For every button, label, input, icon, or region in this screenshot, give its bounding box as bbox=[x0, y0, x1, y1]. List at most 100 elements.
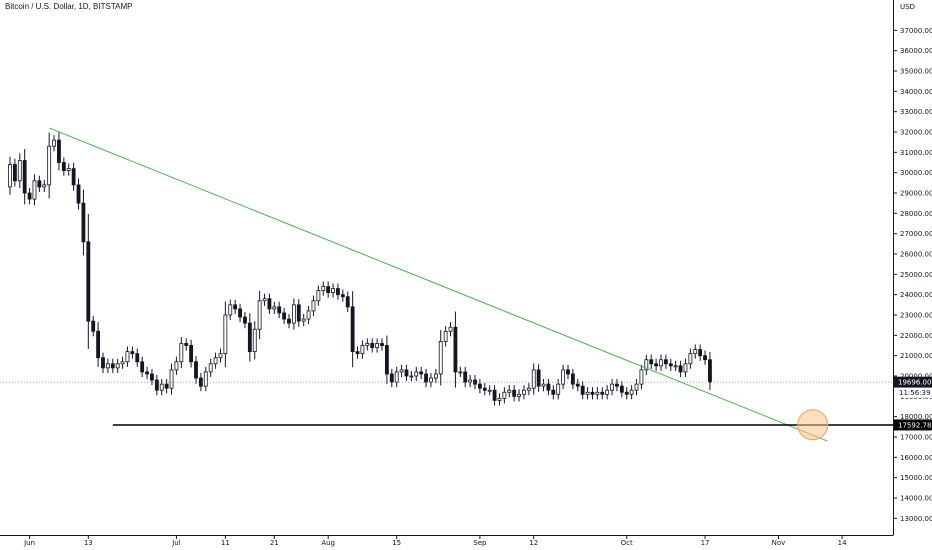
candle-body bbox=[213, 357, 218, 365]
y-tick-label: 35000.00 bbox=[900, 68, 932, 76]
candle-body bbox=[282, 312, 287, 320]
candle bbox=[678, 360, 683, 378]
candle-body bbox=[595, 391, 600, 395]
candle-body bbox=[194, 361, 198, 379]
candle bbox=[213, 352, 218, 369]
candle bbox=[311, 295, 316, 317]
candle bbox=[96, 322, 101, 367]
candle-body bbox=[345, 296, 350, 308]
candle bbox=[409, 370, 414, 382]
candle bbox=[145, 366, 149, 380]
candle bbox=[130, 346, 135, 359]
x-axis[interactable]: Jun 13 Jul 11 21 Aug 15 Sep 12 Oct 17 Nov 14 bbox=[23, 535, 847, 547]
candle bbox=[355, 346, 360, 359]
y-tick-label: 21000.00 bbox=[900, 352, 932, 360]
candle-body bbox=[551, 389, 556, 395]
candle-body bbox=[619, 385, 624, 393]
candle bbox=[600, 387, 605, 400]
candle bbox=[159, 379, 164, 396]
y-tick-label: 37000.00 bbox=[900, 27, 932, 35]
candle bbox=[644, 354, 649, 375]
y-tick-label: 34000.00 bbox=[900, 88, 932, 96]
candle bbox=[492, 385, 497, 406]
candle bbox=[350, 291, 355, 368]
candle-body bbox=[331, 288, 335, 294]
candle bbox=[301, 313, 306, 327]
candle bbox=[140, 356, 145, 378]
candle-body bbox=[375, 343, 380, 348]
candle-body bbox=[380, 343, 384, 346]
candle-body bbox=[321, 286, 326, 291]
candle-body bbox=[433, 373, 438, 379]
candle bbox=[507, 385, 512, 398]
candle-body bbox=[101, 357, 105, 369]
candle-body bbox=[453, 326, 458, 373]
candle-body bbox=[306, 310, 311, 320]
candle bbox=[12, 158, 17, 187]
candle bbox=[52, 135, 56, 152]
candle bbox=[57, 132, 61, 171]
candle bbox=[424, 368, 428, 388]
candle-body bbox=[27, 192, 32, 200]
candle bbox=[541, 379, 546, 392]
candle bbox=[389, 368, 394, 388]
candle bbox=[27, 187, 32, 205]
y-tick-label: 14000.00 bbox=[900, 495, 932, 503]
y-tick-label: 24000.00 bbox=[900, 291, 932, 299]
candle-body bbox=[365, 343, 370, 346]
candle-body bbox=[110, 363, 115, 369]
candle-body bbox=[546, 383, 551, 391]
candle bbox=[184, 338, 189, 351]
candle-body bbox=[585, 391, 590, 395]
candle bbox=[477, 379, 482, 394]
y-tick-label: 20000.00 bbox=[900, 373, 932, 381]
candle bbox=[115, 358, 120, 373]
candle bbox=[252, 321, 257, 360]
candle-body bbox=[159, 383, 164, 391]
candle-body bbox=[517, 393, 521, 397]
candle-body bbox=[615, 383, 619, 387]
candle-body bbox=[32, 180, 37, 200]
trendline[interactable] bbox=[48, 127, 828, 442]
candle bbox=[438, 330, 443, 386]
candle bbox=[443, 326, 448, 347]
candle-body bbox=[663, 359, 668, 365]
candle bbox=[610, 379, 614, 396]
candle bbox=[517, 389, 521, 402]
candle bbox=[306, 305, 311, 325]
candle bbox=[365, 338, 370, 351]
candle bbox=[91, 316, 96, 337]
candle-body bbox=[233, 304, 238, 310]
candle-body bbox=[179, 343, 184, 363]
candle-body bbox=[443, 330, 448, 342]
candle-body bbox=[507, 389, 512, 393]
countdown-bg bbox=[894, 387, 932, 398]
candle bbox=[154, 374, 159, 396]
candle bbox=[585, 387, 590, 400]
candle bbox=[282, 307, 287, 325]
candle bbox=[433, 368, 438, 384]
candle bbox=[331, 283, 335, 298]
candle bbox=[291, 298, 296, 330]
candle-body bbox=[590, 391, 595, 395]
x-tick-label: 11 bbox=[221, 539, 230, 547]
candle bbox=[105, 358, 110, 373]
candle bbox=[654, 358, 659, 371]
candle-body bbox=[703, 355, 707, 361]
candle bbox=[174, 356, 179, 375]
y-axis[interactable]: 13000.00 14000.00 15000.00 16000.00 17000.00… bbox=[893, 27, 932, 523]
y-tick-label: 29000.00 bbox=[900, 190, 932, 198]
candle bbox=[624, 387, 629, 400]
candle-body bbox=[404, 369, 409, 377]
candle bbox=[110, 358, 115, 373]
candle bbox=[22, 149, 27, 205]
candle bbox=[336, 283, 340, 300]
candle bbox=[150, 368, 154, 386]
y-tick-label: 23000.00 bbox=[900, 312, 932, 320]
candle-body bbox=[301, 318, 306, 322]
candle-body bbox=[414, 371, 419, 377]
candle-body bbox=[135, 353, 140, 363]
candle-body bbox=[370, 343, 375, 348]
candle bbox=[649, 354, 654, 369]
